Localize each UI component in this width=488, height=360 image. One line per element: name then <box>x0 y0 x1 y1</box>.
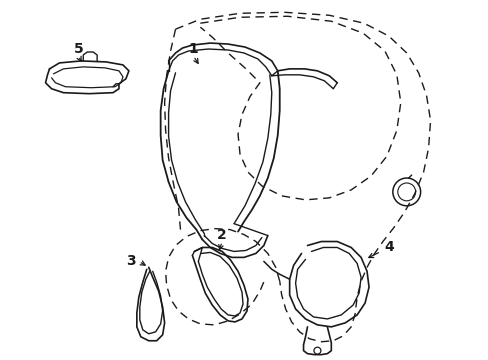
Text: 5: 5 <box>73 42 83 56</box>
Text: 3: 3 <box>126 255 135 268</box>
Text: 1: 1 <box>188 42 198 56</box>
Text: 2: 2 <box>217 228 226 242</box>
Text: 4: 4 <box>383 240 393 255</box>
